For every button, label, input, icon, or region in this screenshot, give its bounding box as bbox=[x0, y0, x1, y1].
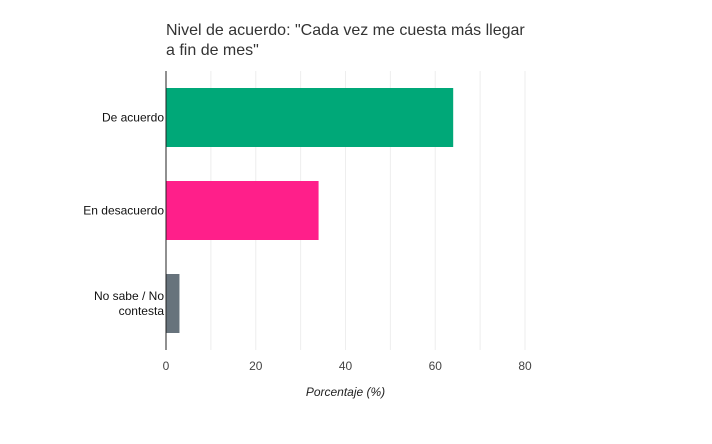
category-label: De acuerdo bbox=[102, 111, 164, 125]
chart-title-line: a fin de mes" bbox=[166, 42, 259, 59]
x-tick-label: 80 bbox=[518, 359, 532, 373]
x-tick-label: 60 bbox=[429, 359, 443, 373]
category-label: contesta bbox=[119, 304, 165, 318]
bar bbox=[166, 274, 180, 333]
x-axis-title: Porcentaje (%) bbox=[306, 385, 385, 399]
bars bbox=[166, 88, 454, 333]
x-tick-label: 0 bbox=[163, 359, 170, 373]
chart-title-line: Nivel de acuerdo: "Cada vez me cuesta má… bbox=[166, 22, 525, 39]
category-labels: De acuerdo En desacuerdo No sabe / Noconte… bbox=[83, 111, 164, 319]
x-tick-label: 20 bbox=[249, 359, 263, 373]
bar bbox=[166, 181, 319, 240]
category-label: En desacuerdo bbox=[83, 204, 164, 218]
x-tick-label: 40 bbox=[339, 359, 353, 373]
x-axis-tick-labels: 0 20 40 60 80 bbox=[163, 359, 532, 373]
category-label: No sabe / No bbox=[94, 289, 164, 303]
bar bbox=[166, 88, 454, 147]
chart-title: Nivel de acuerdo: "Cada vez me cuesta má… bbox=[166, 22, 525, 59]
